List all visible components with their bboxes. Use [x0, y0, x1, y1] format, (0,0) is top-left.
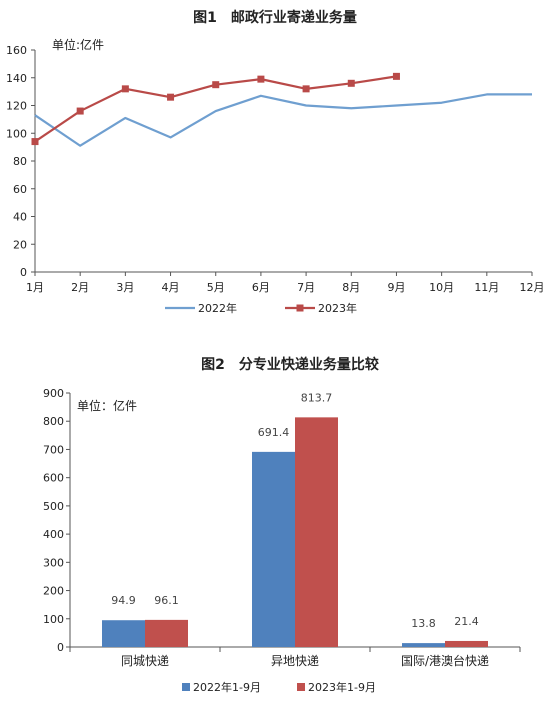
chart2-title: 图2 分专业快递业务量比较 [201, 356, 379, 373]
chart1-data-point [31, 138, 39, 146]
chart1-unit-label: 单位:亿件 [52, 37, 104, 52]
chart1-data-point [121, 85, 129, 93]
chart1-x-tick-label: 5月 [207, 281, 225, 294]
chart2-bar [252, 451, 295, 647]
chart1-x-tick-label: 12月 [520, 281, 545, 294]
chart1-x-tick-label: 11月 [474, 281, 499, 294]
chart2-legend-swatch-0 [182, 683, 190, 691]
chart1-x-tick-label: 1月 [26, 281, 44, 294]
chart1-x-tick-label: 8月 [342, 281, 360, 294]
chart2-unit-label: 单位：亿件 [77, 398, 137, 413]
chart1-x-tick-label: 3月 [116, 281, 134, 294]
chart2-y-tick-label: 900 [43, 387, 64, 400]
chart2-legend-label-0: 2022年1-9月 [193, 680, 261, 694]
chart1-y-tick-label: 140 [6, 72, 27, 85]
chart1-data-point [76, 107, 84, 115]
chart2-data-label: 13.8 [411, 617, 436, 630]
chart1-x-tick-label: 9月 [387, 281, 405, 294]
chart1-y-tick-label: 160 [6, 44, 27, 57]
chart2-y-tick-label: 700 [43, 443, 64, 456]
chart2-y-tick-label: 600 [43, 472, 64, 485]
chart2-data-label: 94.9 [111, 594, 136, 607]
chart1-data-point [212, 81, 220, 89]
chart2-x-tick-label: 同城快递 [121, 654, 169, 668]
chart2-bar [402, 643, 445, 647]
chart1-y-tick-label: 20 [13, 238, 27, 251]
chart1-data-point [257, 75, 265, 83]
chart1-x-tick-label: 4月 [162, 281, 180, 294]
chart2-y-tick-label: 400 [43, 528, 64, 541]
chart2-data-label: 691.4 [258, 426, 290, 439]
chart1-y-tick-label: 60 [13, 183, 27, 196]
chart1-x-tick-label: 7月 [297, 281, 315, 294]
chart1-y-tick-label: 40 [13, 211, 27, 224]
chart2-y-tick-label: 200 [43, 585, 64, 598]
chart1-y-tick-label: 80 [13, 155, 27, 168]
chart2-y-tick-label: 300 [43, 556, 64, 569]
chart2-x-tick-label: 国际/港澳台快递 [401, 653, 489, 668]
chart1-y-tick-label: 0 [20, 266, 27, 279]
chart1-y-tick-label: 100 [6, 127, 27, 140]
chart2-legend-label-1: 2023年1-9月 [308, 680, 376, 694]
chart2-data-label: 21.4 [454, 615, 479, 628]
chart2-y-tick-label: 0 [57, 641, 64, 654]
chart2-legend-swatch-1 [297, 683, 305, 691]
chart1-data-point [167, 93, 175, 101]
chart2-bar [102, 620, 145, 647]
chart1-legend-label-1: 2023年 [318, 301, 357, 315]
chart1-legend-label-0: 2022年 [198, 301, 237, 315]
chart1-y-tick-label: 120 [6, 100, 27, 113]
chart1-data-point [392, 72, 400, 80]
chart1-title: 图1 邮政行业寄递业务量 [193, 9, 357, 26]
chart2-data-label: 813.7 [301, 391, 333, 404]
chart2-bar [145, 619, 188, 647]
chart1-x-tick-label: 10月 [429, 281, 454, 294]
chart1-x-tick-label: 6月 [252, 281, 270, 294]
chart1-data-point [347, 79, 355, 87]
chart1-data-point [302, 85, 310, 93]
chart1-x-tick-label: 2月 [71, 281, 89, 294]
chart2-y-tick-label: 800 [43, 415, 64, 428]
chart1-series-line-0 [34, 93, 532, 147]
chart2-data-label: 96.1 [154, 594, 179, 607]
chart2-y-tick-label: 500 [43, 500, 64, 513]
chart2-bar [295, 417, 338, 647]
chart2-bar [445, 640, 488, 647]
chart1-legend-marker [296, 304, 304, 312]
chart2-x-tick-label: 异地快递 [271, 654, 319, 668]
chart2-y-tick-label: 100 [43, 613, 64, 626]
